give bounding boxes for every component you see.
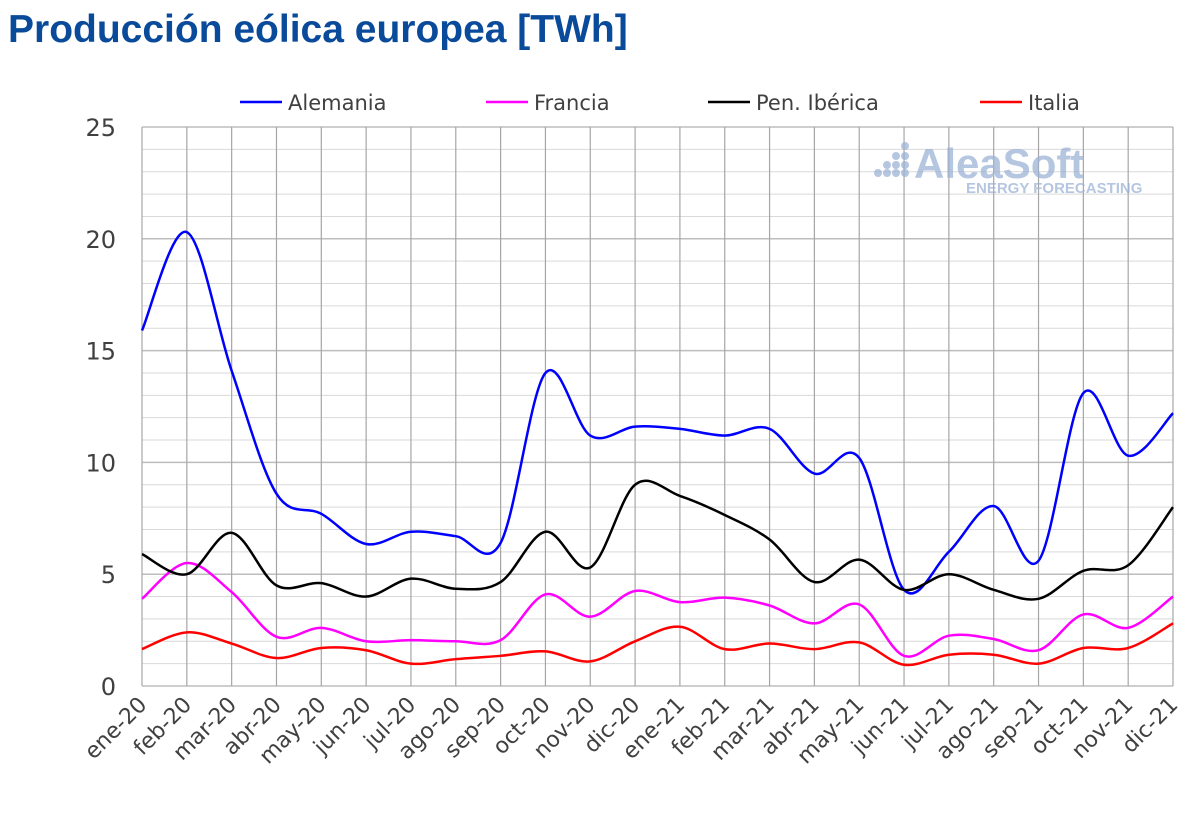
logo-dot	[901, 161, 909, 169]
series-line-francia	[141, 561, 1174, 658]
logo-dot	[892, 169, 900, 177]
legend-label: Pen. Ibérica	[756, 91, 879, 115]
series-line-italia	[141, 622, 1174, 667]
y-tick-label: 10	[85, 449, 116, 477]
legend-label: Alemania	[288, 91, 386, 115]
y-tick-label: 5	[101, 561, 116, 589]
chart-title: Producción eólica europea [TWh]	[8, 8, 628, 51]
logo-dot	[901, 142, 909, 150]
logo-dot	[883, 169, 891, 177]
logo-dot	[901, 169, 909, 177]
watermark-tagline: ENERGY FORECASTING	[966, 180, 1142, 197]
y-tick-label: 15	[85, 338, 116, 366]
y-tick-label: 25	[85, 114, 116, 142]
logo-dot	[883, 161, 891, 169]
legend-label: Francia	[534, 91, 610, 115]
logo-dot	[892, 152, 900, 160]
y-tick-label: 20	[85, 226, 116, 254]
watermark-name: AleaSoft	[914, 140, 1084, 187]
logo-dot	[892, 161, 900, 169]
y-tick-label: 0	[101, 673, 116, 701]
logo-dot	[901, 152, 909, 160]
logo-dot	[874, 169, 882, 177]
series-line-pen-ib-rica	[141, 479, 1174, 601]
series-line-alemania	[140, 230, 1174, 595]
legend-label: Italia	[1028, 91, 1080, 115]
